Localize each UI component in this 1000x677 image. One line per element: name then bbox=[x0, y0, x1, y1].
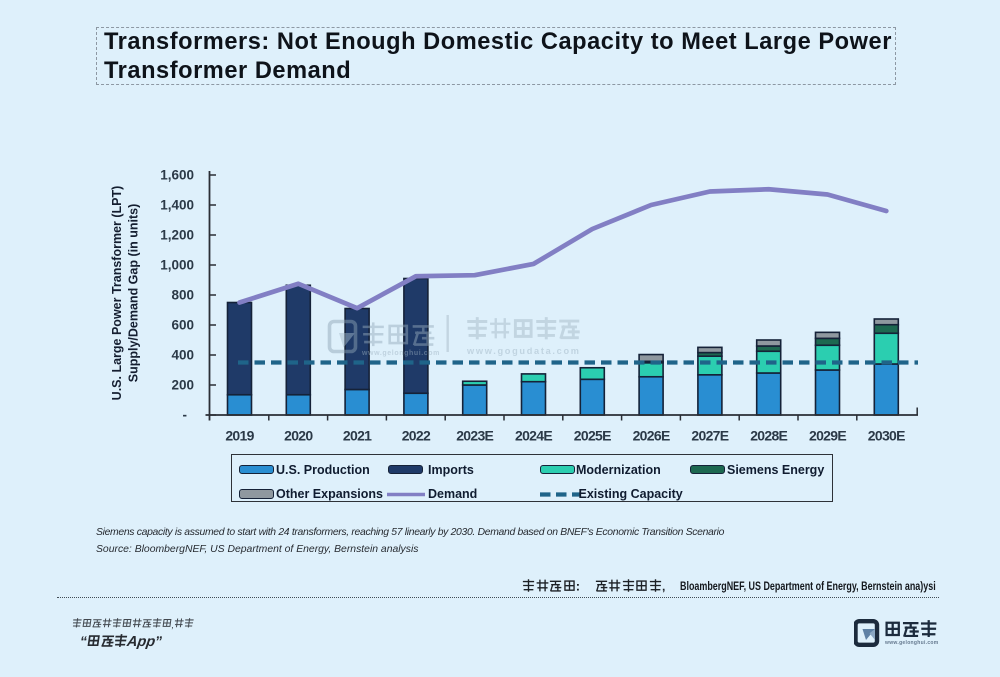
svg-text:2027E: 2027E bbox=[691, 427, 728, 443]
svg-text:1,600: 1,600 bbox=[160, 168, 194, 183]
svg-text:400: 400 bbox=[171, 348, 194, 363]
svg-text:600: 600 bbox=[171, 318, 194, 333]
svg-text:2028E: 2028E bbox=[750, 427, 787, 443]
svg-text:-: - bbox=[183, 408, 188, 423]
svg-text:Supply/Demand Gap (in units): Supply/Demand Gap (in units) bbox=[127, 204, 141, 382]
svg-text:800: 800 bbox=[171, 288, 194, 303]
svg-text:2029E: 2029E bbox=[809, 427, 846, 443]
svg-text:2030E: 2030E bbox=[868, 427, 905, 443]
svg-text:2025E: 2025E bbox=[574, 427, 611, 443]
svg-text:1,000: 1,000 bbox=[160, 258, 194, 273]
svg-text:www.gogudata.com: www.gogudata.com bbox=[466, 346, 581, 356]
svg-text:2021: 2021 bbox=[343, 427, 372, 443]
svg-text:2022: 2022 bbox=[402, 427, 431, 443]
svg-text:2020: 2020 bbox=[284, 427, 313, 443]
svg-text:2024E: 2024E bbox=[515, 427, 552, 443]
svg-text:2023E: 2023E bbox=[456, 427, 493, 443]
svg-text:2026E: 2026E bbox=[633, 427, 670, 443]
svg-text:1,400: 1,400 bbox=[160, 198, 194, 213]
svg-text:1,200: 1,200 bbox=[160, 228, 194, 243]
svg-text:www.gelonghui.com: www.gelonghui.com bbox=[361, 350, 440, 357]
svg-text:U.S. Large Power Transformer (: U.S. Large Power Transformer (LPT) bbox=[110, 186, 124, 401]
svg-text:200: 200 bbox=[171, 378, 194, 393]
svg-text:2019: 2019 bbox=[225, 427, 254, 443]
